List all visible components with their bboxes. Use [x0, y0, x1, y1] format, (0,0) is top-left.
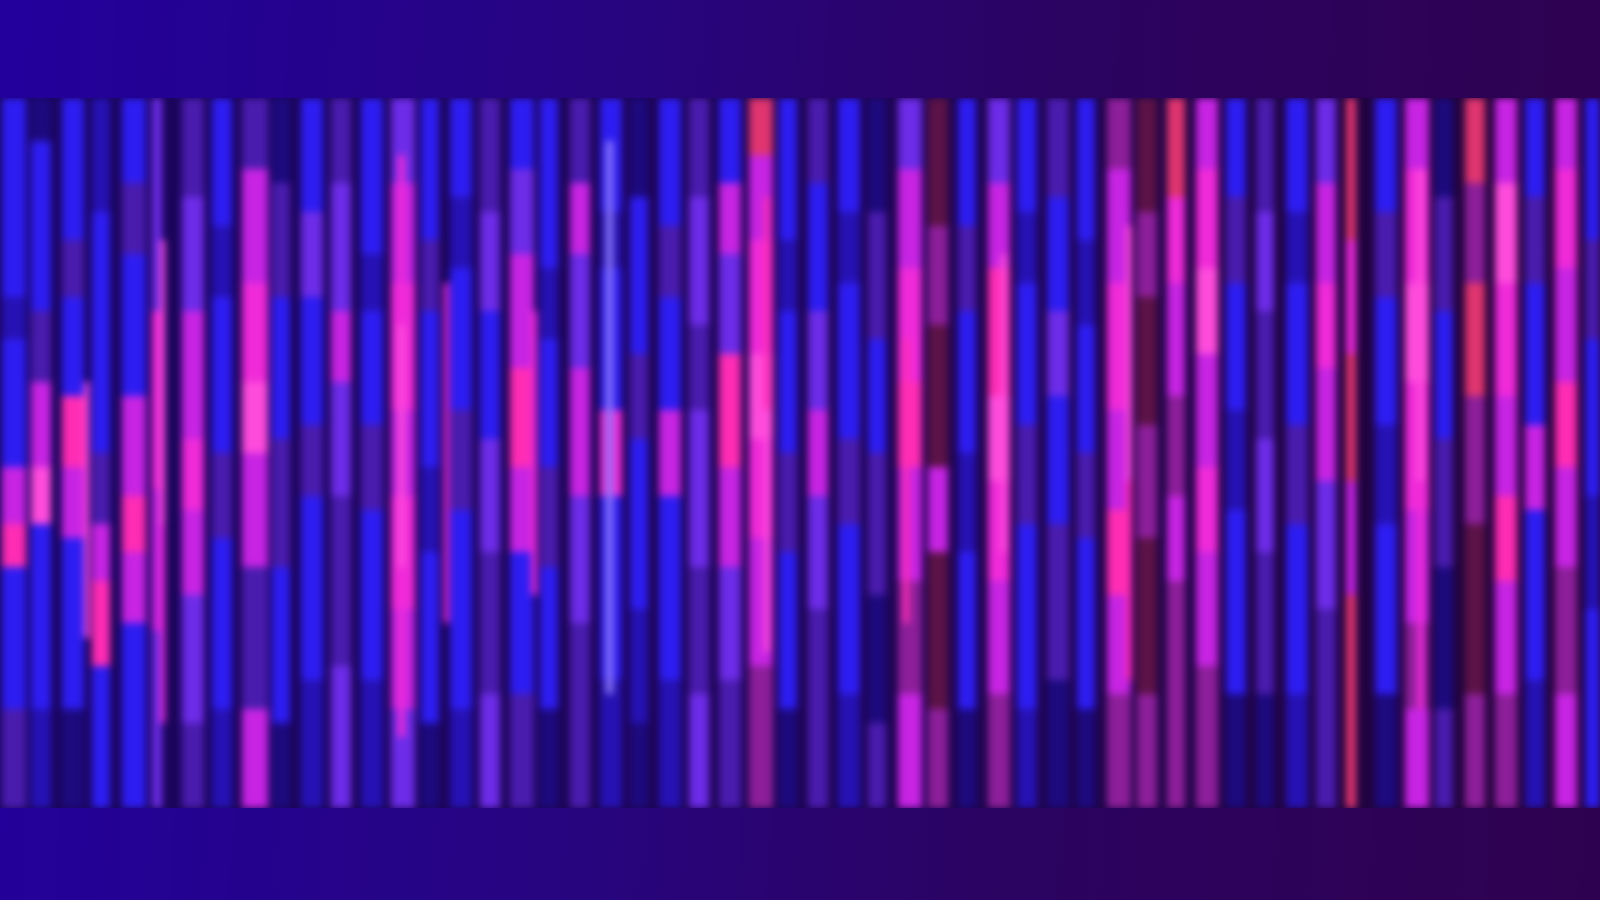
sequence-highlight-line: [160, 98, 165, 808]
sequence-column: [570, 98, 590, 808]
sequence-column: [1256, 98, 1274, 808]
sequence-column: [1435, 98, 1453, 808]
sequence-column: [1525, 98, 1545, 808]
sequence-column: [1196, 98, 1218, 808]
sequence-column: [1226, 98, 1246, 808]
sequence-highlight-line: [1417, 98, 1424, 808]
sequence-column: [331, 98, 351, 808]
sequence-column: [361, 98, 383, 808]
sequence-column: [1167, 98, 1185, 808]
sequence-column: [480, 98, 500, 808]
sequence-column: [450, 98, 472, 808]
sequence-column: [1316, 98, 1336, 808]
sequence-highlight-line: [398, 98, 405, 808]
sequence-column: [421, 98, 439, 808]
sequence-highlight-line: [531, 98, 537, 808]
sequence-column: [301, 98, 323, 808]
sequence-column: [122, 98, 146, 808]
sequence-highlight-line: [1001, 98, 1007, 808]
sequence-column: [152, 98, 162, 808]
sequence-column: [1047, 98, 1069, 808]
sequence-column: [1375, 98, 1397, 808]
sequence-highlight-line: [84, 98, 89, 808]
sequence-column: [838, 98, 860, 808]
sequence-highlight-line: [1126, 98, 1132, 808]
sequence-column: [1555, 98, 1577, 808]
sequence-band: [0, 98, 1600, 808]
sequence-column: [1585, 98, 1600, 808]
sequence-column: [510, 98, 534, 808]
sequence-highlight-line: [606, 98, 613, 808]
sequence-column: [62, 98, 84, 808]
sequence-column: [242, 98, 268, 808]
sequence-column: [2, 98, 26, 808]
sequence-column: [928, 98, 948, 808]
sequence-column: [540, 98, 558, 808]
sequence-column: [1077, 98, 1095, 808]
sequence-column: [1495, 98, 1517, 808]
sequence-column: [1465, 98, 1485, 808]
sequence-highlight-line: [903, 98, 909, 808]
sequence-column: [1286, 98, 1308, 808]
sequence-column: [92, 98, 110, 808]
sequence-column: [898, 98, 922, 808]
sequence-column: [600, 98, 622, 808]
sequence-column: [868, 98, 886, 808]
sequence-column: [630, 98, 648, 808]
sequence-column: [719, 98, 741, 808]
sequence-column: [182, 98, 204, 808]
sequence-column: [958, 98, 976, 808]
sequence-band-columns-layer: [0, 98, 1600, 808]
sequence-column: [808, 98, 828, 808]
sequence-column: [779, 98, 797, 808]
sequence-column: [1346, 98, 1356, 808]
sequence-column: [1017, 98, 1037, 808]
sequence-column: [1137, 98, 1157, 808]
sequence-column: [31, 98, 51, 808]
sequence-column: [659, 98, 681, 808]
sequence-highlight-line: [764, 98, 770, 808]
sequence-column: [212, 98, 232, 808]
sequence-column: [689, 98, 709, 808]
sequence-highlight-line: [444, 98, 449, 808]
sequence-column: [272, 98, 290, 808]
